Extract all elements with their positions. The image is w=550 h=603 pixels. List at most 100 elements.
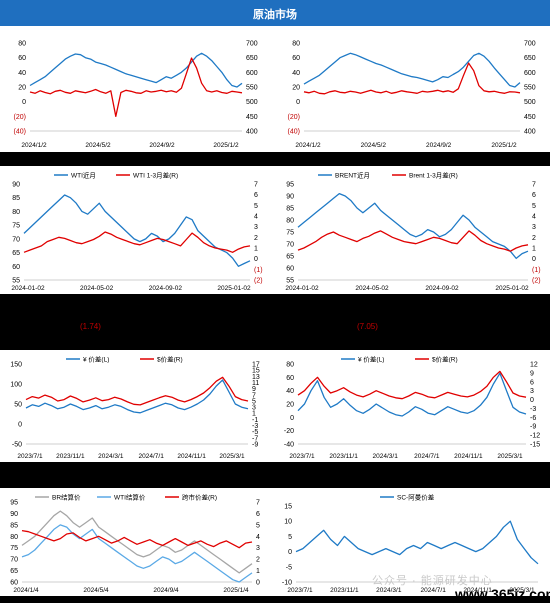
series-line-2 xyxy=(303,62,521,95)
x-tick-label: 2023/11/1 xyxy=(330,587,359,594)
y2-tick-label: 3 xyxy=(532,224,536,231)
chart-1: 80 60 40 20 0 (20) (40) 700 650 600 550 500 450 400 20… xyxy=(14,41,258,150)
y2-tick-label: 2 xyxy=(532,235,536,242)
y-tick-label: 40 xyxy=(18,70,26,77)
legend-label: WTI 1-3月差(R) xyxy=(133,171,178,180)
y2-tick-label: 0 xyxy=(532,256,536,263)
divider-band xyxy=(0,596,550,603)
y2-tick-label: -3 xyxy=(530,406,536,413)
y-tick-label: 85 xyxy=(10,522,18,529)
y-tick-label: 60 xyxy=(292,55,300,62)
series-line-1 xyxy=(295,520,539,565)
y2-tick-label: 550 xyxy=(524,85,536,92)
y-tick-label: 75 xyxy=(10,545,18,552)
chart-panel-6: 80 60 40 20 0 -20 -40 12 9 6 3 0 -3 -6 -9 -12 -15 2023/7/… xyxy=(274,352,548,462)
y2-tick-label: -6 xyxy=(530,415,536,422)
y2-tick-label: 15 xyxy=(252,368,260,375)
series-line-1 xyxy=(29,52,243,88)
y-tick-label: -20 xyxy=(284,428,294,435)
y2-tick-label: 400 xyxy=(246,129,258,136)
x-tick-label: 2024-05-02 xyxy=(80,285,114,292)
y-tick-label: 60 xyxy=(12,264,20,271)
y-tick-label: 60 xyxy=(286,266,294,273)
y-tick-label: (40) xyxy=(288,129,300,136)
y2-tick-label: -15 xyxy=(530,442,540,449)
legend-label: SC-阿曼价差 xyxy=(397,493,435,502)
y-tick-label: 80 xyxy=(10,534,18,541)
series-line-3 xyxy=(21,529,253,549)
series-line-1 xyxy=(297,192,529,260)
y-tick-label: 95 xyxy=(10,500,18,507)
y-tick-label: 80 xyxy=(12,209,20,216)
x-tick-label: 2024-09-02 xyxy=(149,285,183,292)
series-line-2 xyxy=(23,231,251,253)
x-tick-label: 2025/3/1 xyxy=(509,587,535,594)
y-tick-label: 75 xyxy=(12,223,20,230)
series-line-2 xyxy=(297,230,529,252)
y2-tick-label: 3 xyxy=(254,224,258,231)
x-tick-label: 2024/5/2 xyxy=(361,142,387,149)
y-tick-label: 0 xyxy=(296,99,300,106)
x-tick-label: 2024/1/2 xyxy=(21,142,47,149)
legend-label: ¥ 价差(L) xyxy=(358,355,384,364)
y-tick-label: -50 xyxy=(12,442,22,449)
y2-tick-label: 1 xyxy=(254,246,258,253)
y-tick-label: 40 xyxy=(292,70,300,77)
y2-tick-label: -3 xyxy=(252,423,258,430)
series-line-2 xyxy=(25,376,249,406)
x-tick-label: 2023/11/1 xyxy=(56,453,85,460)
legend-label: 跨市价差(R) xyxy=(182,493,217,502)
y-tick-label: 65 xyxy=(12,250,20,257)
series-line-1 xyxy=(303,52,521,88)
y-tick-label: 70 xyxy=(10,557,18,564)
y-tick-label: (20) xyxy=(288,114,300,121)
y2-tick-label: -1 xyxy=(252,417,258,424)
y-tick-label: 20 xyxy=(286,402,294,409)
x-tick-label: 2024/11/1 xyxy=(454,453,483,460)
y2-tick-label: 12 xyxy=(530,362,538,369)
y-tick-label: 40 xyxy=(286,388,294,395)
x-tick-label: 2023/7/1 xyxy=(289,453,315,460)
x-tick-label: 2024-09-02 xyxy=(425,285,459,292)
y2-tick-label: 4 xyxy=(532,214,536,221)
x-tick-label: 2024/1/4 xyxy=(13,587,39,594)
y2-tick-label: 3 xyxy=(256,545,260,552)
y-tick-label: 20 xyxy=(292,85,300,92)
y2-tick-label: 2 xyxy=(254,235,258,242)
chart-2: 80 60 40 20 0 (20) (40) 700 650 600 550 500 450 400 20… xyxy=(288,41,536,150)
section-title: 原油市场 xyxy=(253,9,297,21)
y2-tick-label: 5 xyxy=(252,398,256,405)
x-tick-label: 2023/11/1 xyxy=(329,453,358,460)
divider-band xyxy=(0,462,550,488)
chart-panel-7: 95 90 85 80 75 70 65 60 7 6 5 4 3 2 1 0 2024/1/4 2024/5/4… xyxy=(0,490,270,596)
y2-tick-label: 0 xyxy=(530,397,534,404)
y-tick-label: 5 xyxy=(288,534,292,541)
y-tick-label: 95 xyxy=(286,182,294,189)
y2-tick-label: 4 xyxy=(254,214,258,221)
x-tick-label: 2024/7/1 xyxy=(421,587,447,594)
y-tick-label: 80 xyxy=(286,218,294,225)
y2-tick-label: 9 xyxy=(530,370,534,377)
x-tick-label: 2024/1/2 xyxy=(295,142,321,149)
y-tick-label: 80 xyxy=(18,41,26,48)
chart-panel-2: 80 60 40 20 0 (20) (40) 700 650 600 550 500 450 400 20… xyxy=(274,33,548,151)
x-tick-label: 2024/9/2 xyxy=(426,142,452,149)
y-tick-label: 0 xyxy=(22,99,26,106)
legend-label: BR结算价 xyxy=(52,493,81,502)
y-tick-label: 55 xyxy=(12,278,20,285)
y2-tick-label: 700 xyxy=(246,41,258,48)
y2-tick-label: 7 xyxy=(252,392,256,399)
y2-tick-label: 600 xyxy=(524,70,536,77)
y2-tick-label: 0 xyxy=(254,256,258,263)
y2-tick-label: 13 xyxy=(252,374,260,381)
watermark-text: 公众号 · 能源研发中心 xyxy=(372,575,493,587)
site-watermark: www.365jz.com xyxy=(455,586,550,602)
y-tick-label: 70 xyxy=(286,242,294,249)
y2-tick-label: -12 xyxy=(530,433,540,440)
y2-tick-label: (2) xyxy=(532,278,541,285)
chart-panel-8: 15 10 5 0 -5 -10 2023/7/1 2023/11/1 2024/3/1 2024… xyxy=(274,490,548,596)
series-line-2 xyxy=(297,370,527,400)
note-value-2: (7.05) xyxy=(357,322,378,331)
